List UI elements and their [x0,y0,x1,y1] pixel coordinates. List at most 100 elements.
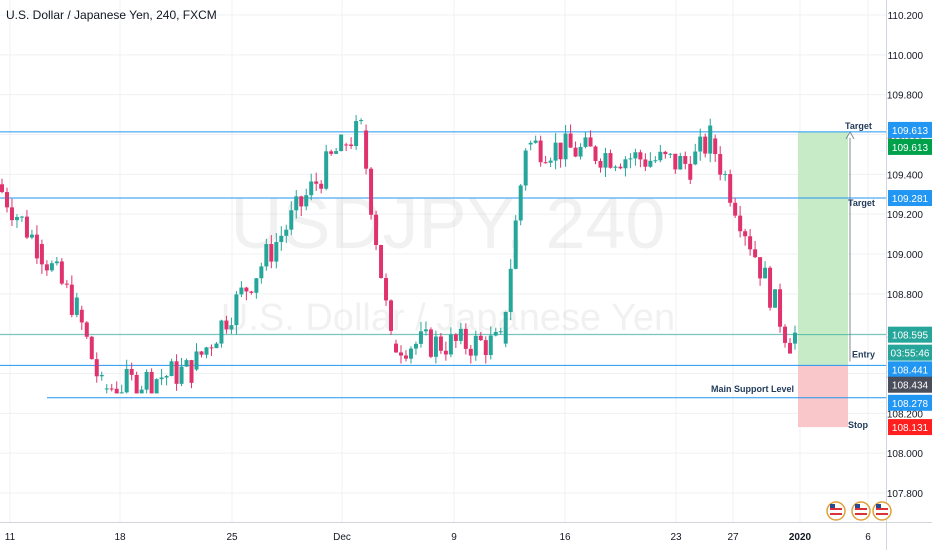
candle-body [533,140,538,143]
candle-body [503,311,508,344]
us-flag-icon [872,501,892,521]
candle-body [44,264,49,271]
candle-body [349,144,354,147]
candle-body [638,152,643,160]
candle-body [413,343,418,349]
candle-body [179,366,184,384]
candle-body [289,210,294,230]
candle-body [708,125,713,154]
candle-body [473,335,478,356]
price-tick-label: 110.000 [888,51,924,62]
candle-body [423,329,428,332]
time-tick-label: 11 [5,532,16,543]
candle-body [658,151,663,161]
candle-body [329,151,334,154]
candle-body [59,261,64,284]
candle-body [543,162,548,164]
price-tag [888,394,932,411]
candle-body [648,160,653,167]
candle-body [523,150,528,186]
candle-body [29,234,34,238]
candle-body [149,371,154,394]
price-tag [888,138,932,155]
horizontal-lines[interactable] [0,131,886,399]
candle-body [189,360,194,383]
candle-body [793,332,797,344]
candle-body [249,291,254,293]
candle-body [269,244,274,262]
candle-body [254,278,259,293]
candle-body [608,153,613,168]
symbol-title[interactable]: U.S. Dollar / Japanese Yen, 240, FXCM [6,8,217,22]
candle-body [344,144,349,146]
candle-body [668,153,673,155]
candle-body [79,309,84,323]
price-tick-label: 110.200 [888,11,924,22]
candle-body [14,217,19,221]
candle-body [563,133,568,160]
candle-body [488,335,493,356]
candle-body [379,245,384,278]
candle-body [39,244,44,265]
candle-body [478,335,483,341]
candle-body [124,368,129,393]
event-flags[interactable] [826,501,892,521]
candle-body [164,376,169,378]
price-tag [888,361,932,378]
candle-body [34,234,39,259]
candle-body [184,360,189,367]
candle-body [169,361,174,377]
candle-body [74,297,79,315]
position-zones[interactable] [798,130,855,428]
us-flag-icon [830,504,835,508]
candle-body [483,340,488,356]
candle-body [64,283,69,285]
candle-body [763,267,768,279]
candle-body [154,379,159,394]
candle-body [568,133,573,148]
candle-body [4,192,9,208]
candle-body [653,160,658,162]
candle-body [359,119,364,122]
candle-body [234,294,239,326]
candle-body [778,289,783,327]
candle-body [99,374,104,377]
candle-body [593,146,598,162]
label-entry: Entry [852,349,875,359]
price-tick-label: 108.800 [887,290,924,301]
candle-body [259,266,264,279]
candle-body [299,196,304,207]
label-target-mid: Target [848,198,875,208]
price-tick-label: 109.200 [887,210,924,221]
candle-body [279,235,284,243]
candle-body [199,351,204,355]
candle-body [738,215,743,232]
us-flag-icon [876,513,888,515]
target-zone [798,131,848,366]
candle-body [334,151,339,154]
candle-body [319,183,324,189]
candle-body [468,348,473,356]
time-axis[interactable]: 11 18 25 Dec 9 16 23 27 2020 6 [5,532,871,543]
time-tick-label: 27 [727,532,739,543]
candle-body [783,326,788,343]
candle-body [398,352,403,356]
candle-body [408,348,413,359]
candle-body [109,388,114,390]
candle-body [209,347,214,349]
candle-body [678,156,683,170]
price-tag-label: 108.441 [892,365,929,376]
price-tag-label: 108.434 [892,381,929,392]
candle-body [603,153,608,168]
candle-body [438,336,443,351]
time-tick-label: 9 [451,532,457,543]
candle-body [9,207,14,221]
candle-body [743,231,748,237]
candle-body [119,392,124,394]
price-tag-label: 108.595 [892,331,929,342]
time-tick-label: 25 [226,532,238,543]
price-tag-label: 108.131 [892,423,929,434]
candle-body [448,334,453,355]
